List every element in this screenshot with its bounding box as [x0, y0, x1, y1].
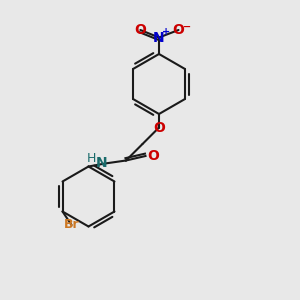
Text: +: +: [161, 27, 170, 37]
Text: N: N: [96, 157, 108, 170]
Text: N: N: [153, 31, 165, 44]
Text: O: O: [147, 149, 159, 163]
Text: H: H: [87, 152, 96, 166]
Text: −: −: [183, 22, 191, 32]
Text: O: O: [172, 23, 184, 37]
Text: Br: Br: [64, 218, 79, 232]
Text: O: O: [153, 121, 165, 134]
Text: O: O: [134, 23, 146, 37]
